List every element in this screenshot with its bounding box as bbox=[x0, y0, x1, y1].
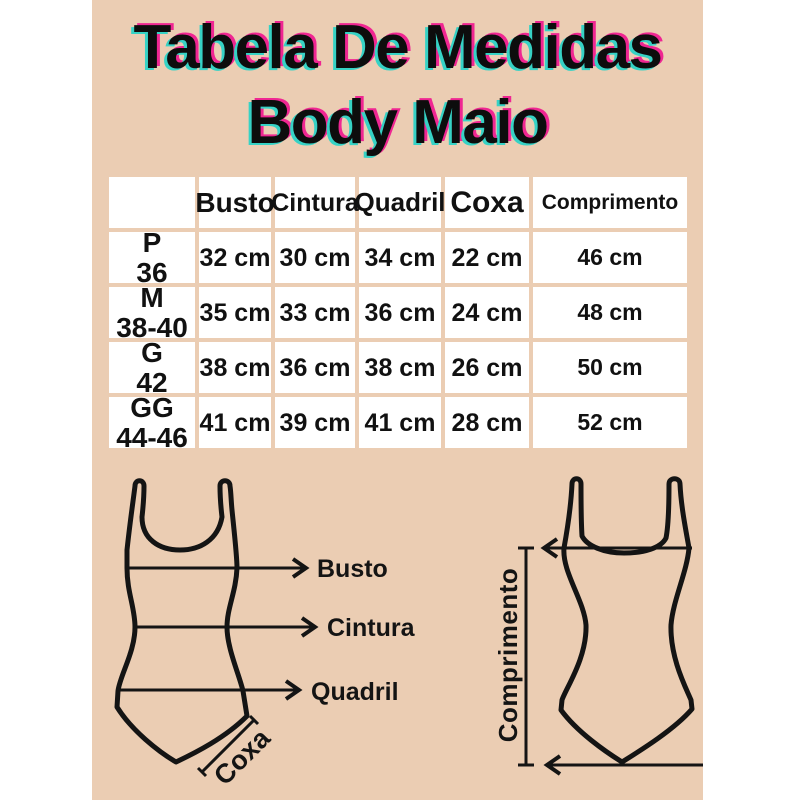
table-header-comprimento: Comprimento bbox=[533, 177, 687, 228]
quadril-arrowhead bbox=[284, 679, 303, 701]
table-cell: 50 cm bbox=[533, 342, 687, 393]
title-line-1: Tabela De Medidas bbox=[133, 13, 663, 82]
table-cell: 38 cm bbox=[199, 342, 271, 393]
cintura-arrowhead bbox=[300, 616, 319, 638]
table-cell: 22 cm bbox=[445, 232, 529, 283]
bodysuit-length-outline bbox=[558, 476, 695, 765]
title-line-2: Body Maio bbox=[247, 88, 549, 157]
coxa-tick-start bbox=[196, 766, 208, 778]
table-cell: 52 cm bbox=[533, 397, 687, 448]
quadril-label: Quadril bbox=[311, 678, 399, 706]
table-cell: 30 cm bbox=[275, 232, 355, 283]
table-cell: 36 cm bbox=[359, 287, 441, 338]
table-cell: 28 cm bbox=[445, 397, 529, 448]
comprimento-label: Comprimento bbox=[493, 568, 523, 743]
bottom-reference-arrowhead bbox=[543, 754, 562, 776]
table-row-size-label: G 42 bbox=[109, 338, 195, 397]
measurement-diagram: Busto Cintura Quadril Coxa Comprimento bbox=[114, 476, 703, 791]
table-cell: 35 cm bbox=[199, 287, 271, 338]
size-range: 36 bbox=[136, 256, 168, 288]
infographic-panel: Tabela De Medidas Body Maio Busto Cintur… bbox=[92, 0, 703, 800]
table-row-size-label: P 36 bbox=[109, 228, 195, 287]
table-header-empty bbox=[109, 177, 195, 228]
table-cell: 26 cm bbox=[445, 342, 529, 393]
table-cell: 24 cm bbox=[445, 287, 529, 338]
busto-label: Busto bbox=[317, 555, 388, 583]
coxa-tick-end bbox=[248, 714, 260, 726]
table-cell: 48 cm bbox=[533, 287, 687, 338]
table-cell: 38 cm bbox=[359, 342, 441, 393]
top-reference-arrowhead bbox=[540, 537, 559, 559]
table-header-quadril: Quadril bbox=[355, 177, 446, 228]
size-code: M bbox=[140, 282, 164, 314]
size-code: GG bbox=[130, 392, 174, 424]
table-header-cintura: Cintura bbox=[271, 177, 359, 228]
table-row-size-label: GG 44-46 bbox=[109, 393, 195, 452]
table-header-busto: Busto bbox=[195, 177, 275, 228]
table-cell: 46 cm bbox=[533, 232, 687, 283]
coxa-measure-line bbox=[200, 718, 256, 774]
table-cell: 41 cm bbox=[199, 397, 271, 448]
cintura-label: Cintura bbox=[327, 614, 416, 642]
size-table: Busto Cintura Quadril Coxa Comprimento P… bbox=[109, 177, 687, 452]
page-title: Tabela De Medidas Body Maio bbox=[92, 10, 703, 160]
busto-arrowhead bbox=[291, 557, 310, 579]
bodysuit-front-outline bbox=[114, 478, 250, 765]
size-code: G bbox=[141, 337, 163, 369]
size-code: P bbox=[142, 227, 162, 259]
table-cell: 39 cm bbox=[275, 397, 355, 448]
table-cell: 32 cm bbox=[199, 232, 271, 283]
size-range: 38-40 bbox=[116, 311, 188, 343]
size-range: 44-46 bbox=[116, 421, 188, 453]
table-cell: 36 cm bbox=[275, 342, 355, 393]
table-cell: 34 cm bbox=[359, 232, 441, 283]
table-row-size-label: M 38-40 bbox=[109, 283, 195, 342]
table-cell: 33 cm bbox=[275, 287, 355, 338]
table-cell: 41 cm bbox=[359, 397, 441, 448]
size-range: 42 bbox=[136, 366, 168, 398]
table-header-coxa: Coxa bbox=[445, 177, 529, 228]
